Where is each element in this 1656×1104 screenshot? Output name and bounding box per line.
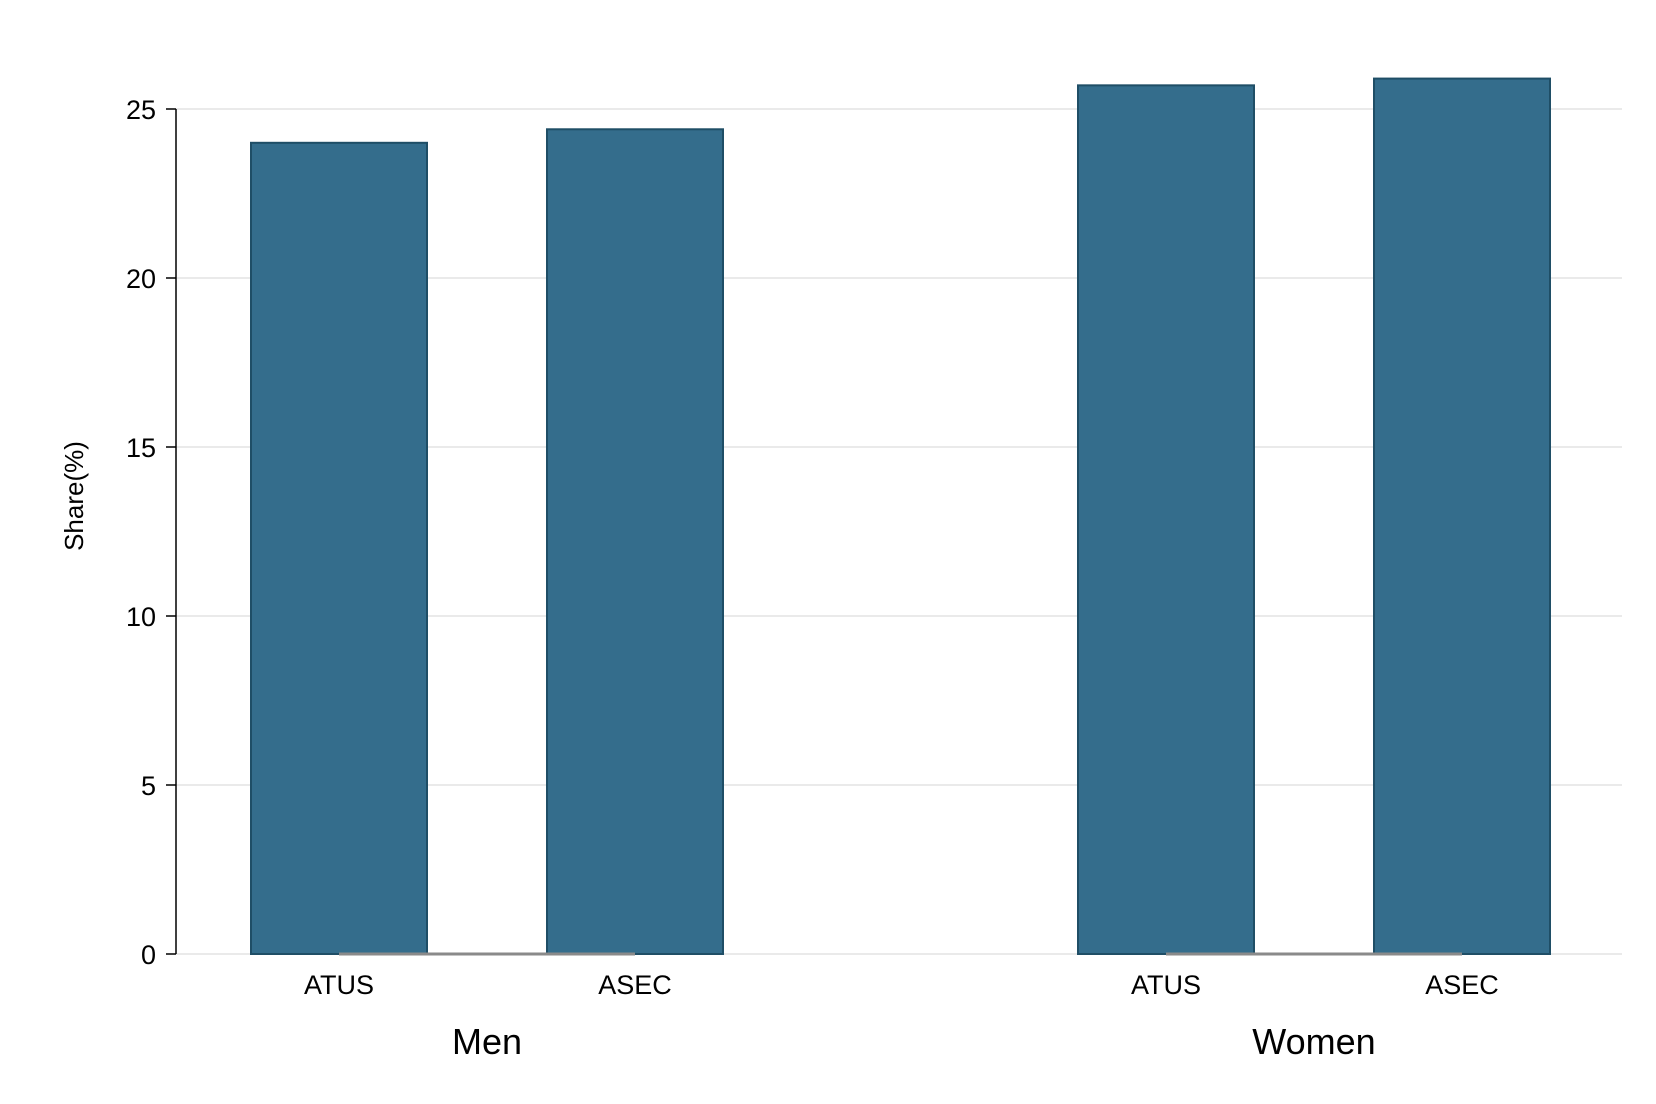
group-label-women: Women — [1252, 1021, 1375, 1062]
bar-women-asec — [1373, 77, 1551, 955]
x-axis-labels: ATUS ASEC Men ATUS ASEC Women — [304, 970, 1499, 1062]
x-tick-label: ATUS — [304, 970, 374, 1000]
y-axis: 0 5 10 15 20 25 — [126, 95, 177, 970]
x-tick-label: ATUS — [1131, 970, 1201, 1000]
bar-women-atus — [1077, 84, 1255, 955]
y-tick-label: 25 — [126, 95, 156, 125]
x-tick-label: ASEC — [598, 970, 672, 1000]
y-tick-label: 0 — [141, 940, 156, 970]
bar-men-asec — [546, 128, 724, 955]
x-tick-label: ASEC — [1425, 970, 1499, 1000]
y-tick-label: 5 — [141, 771, 156, 801]
y-tick-label: 20 — [126, 264, 156, 294]
y-tick-label: 15 — [126, 433, 156, 463]
group-label-men: Men — [452, 1021, 522, 1062]
y-axis-title: Share(%) — [59, 441, 89, 551]
y-tick-label: 10 — [126, 602, 156, 632]
bar-men-atus — [250, 141, 428, 956]
bars — [250, 77, 1551, 956]
